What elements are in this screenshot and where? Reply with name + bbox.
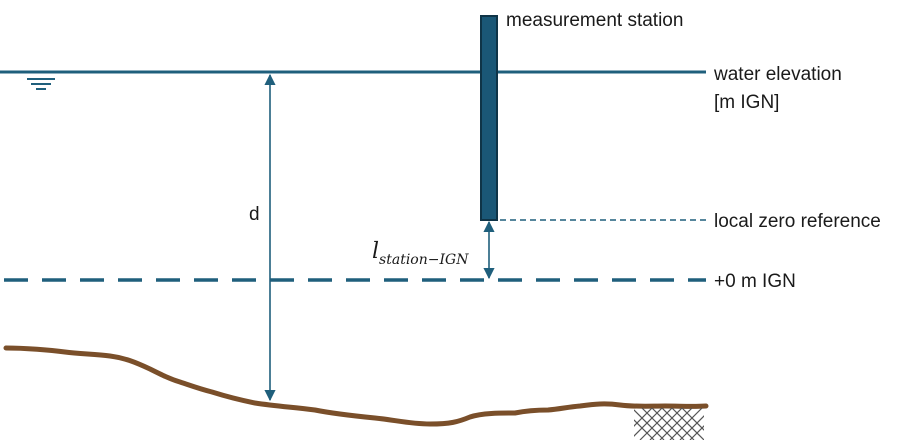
station-ign-offset-label: lstation−IGN <box>372 239 469 268</box>
bedrock-hatch <box>634 408 704 440</box>
zero-ign-label: +0 m IGN <box>714 271 796 292</box>
station-label: measurement station <box>506 10 683 31</box>
water-elevation-label: water elevation <box>713 64 842 85</box>
riverbed-profile <box>3 345 709 427</box>
offset-subscript: station−IGN <box>379 252 469 268</box>
water-surface-icon <box>27 78 55 90</box>
offset-symbol: l <box>372 239 379 264</box>
local-zero-reference-label: local zero reference <box>714 211 881 232</box>
water-elevation-unit-label: [m IGN] <box>714 92 779 113</box>
measurement-station <box>480 15 498 221</box>
depth-label: d <box>249 204 260 225</box>
